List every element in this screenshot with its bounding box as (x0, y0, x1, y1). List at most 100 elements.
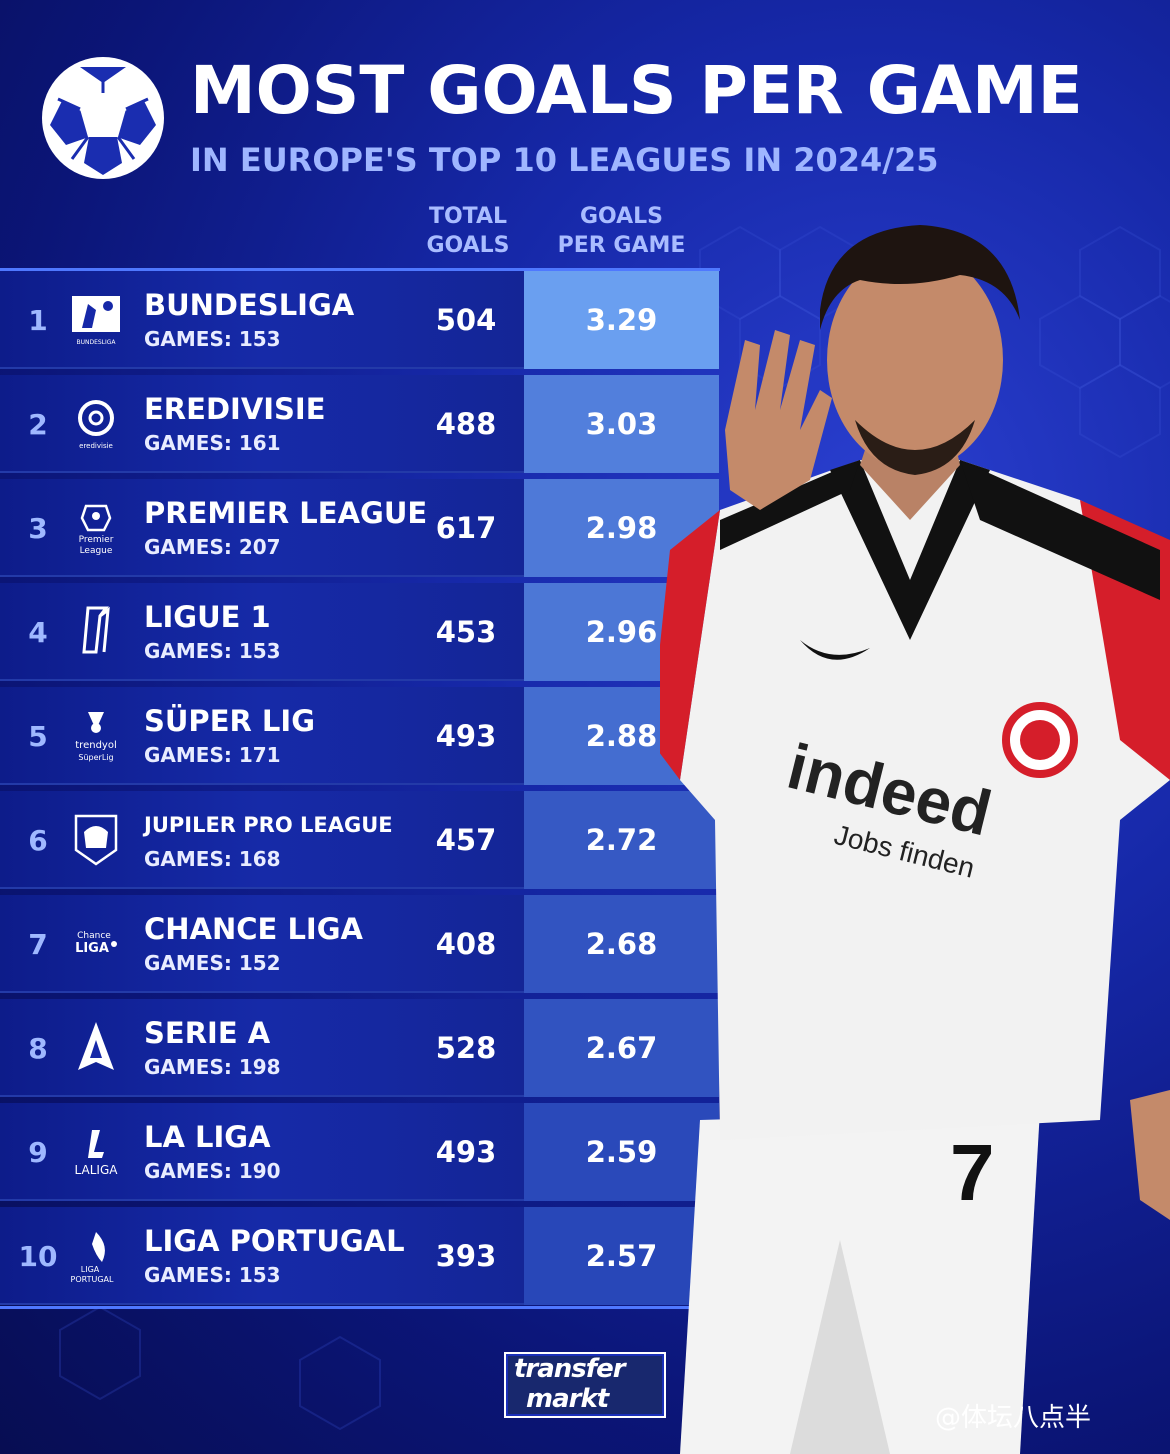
transfermarkt-logo: transfer markt (504, 1352, 666, 1418)
league-badge-icon: trendyol SüperLig (66, 706, 126, 766)
league-badge-icon: BUNDESLIGA (66, 290, 126, 350)
league-name: LA LIGA (144, 1120, 271, 1154)
total-goals-value: 457 (435, 823, 497, 857)
row-background (0, 375, 524, 473)
total-goals-value: 493 (435, 1135, 497, 1169)
total-goals-value: 504 (435, 303, 497, 337)
svg-text:League: League (80, 546, 113, 556)
games-count: GAMES: 161 (144, 431, 281, 455)
rank-number: 4 (28, 615, 48, 649)
row-background (0, 895, 524, 993)
games-count: GAMES: 153 (144, 1263, 281, 1287)
league-name: EREDIVISIE (144, 392, 326, 426)
rank-number: 8 (28, 1031, 48, 1065)
rank-number: 1 (28, 303, 48, 337)
league-name: LIGUE 1 (144, 600, 271, 634)
games-count: GAMES: 171 (144, 743, 281, 767)
svg-text:LIGA: LIGA (81, 1265, 100, 1274)
goals-per-game-value: 2.68 (524, 895, 719, 993)
league-badge-icon (66, 810, 126, 870)
league-badge-icon: LALIGA (66, 1122, 126, 1182)
shirt-number: 7 (950, 1128, 995, 1217)
league-badge-icon: eredivisie (66, 394, 126, 454)
column-header-total-goals: TOTAL GOALS (408, 202, 528, 260)
goals-per-game-value: 2.59 (524, 1103, 719, 1201)
column-header-line: GOALS (579, 204, 664, 229)
league-badge-icon: Chance LIGA (66, 914, 126, 974)
page-subtitle: IN EUROPE'S TOP 10 LEAGUES IN 2024/25 (190, 141, 939, 179)
games-count: GAMES: 190 (144, 1159, 281, 1183)
league-badge-icon: Premier League (66, 498, 126, 558)
total-goals-value: 408 (435, 927, 497, 961)
svg-text:Chance: Chance (77, 931, 111, 941)
league-name: JUPILER PRO LEAGUE (144, 813, 393, 837)
rank-number: 10 (18, 1239, 58, 1273)
svg-text:LALIGA: LALIGA (75, 1163, 119, 1177)
total-goals-value: 493 (435, 719, 497, 753)
rank-number: 3 (28, 511, 48, 545)
table-row: 6 JUPILER PRO LEAGUE GAMES: 168 457 2.72 (0, 791, 720, 889)
player-illustration: indeed Jobs finden 7 (660, 225, 1170, 1454)
games-count: GAMES: 198 (144, 1055, 281, 1079)
column-header-line: GOALS (426, 233, 510, 258)
league-name: LIGA PORTUGAL (144, 1224, 405, 1258)
row-background (0, 1103, 524, 1201)
rank-number: 5 (28, 719, 48, 753)
games-count: GAMES: 153 (144, 639, 281, 663)
svg-text:BUNDESLIGA: BUNDESLIGA (76, 339, 116, 346)
total-goals-value: 488 (435, 407, 497, 441)
games-count: GAMES: 153 (144, 327, 281, 351)
svg-text:SüperLig: SüperLig (78, 753, 113, 762)
column-header-line: TOTAL (428, 204, 508, 229)
table-row: 3 Premier League PREMIER LEAGUE GAMES: 207 61… (0, 479, 720, 577)
games-count: GAMES: 207 (144, 535, 281, 559)
goals-per-game-value: 2.57 (524, 1207, 719, 1305)
games-count: GAMES: 168 (144, 847, 281, 871)
goals-per-game-value: 3.29 (524, 271, 719, 369)
table-row: 2 eredivisie EREDIVISIE GAMES: 161 488 3.03 (0, 375, 720, 473)
column-header-goals-per-game: GOALS PER GAME (524, 202, 719, 260)
rank-number: 2 (28, 407, 48, 441)
rank-number: 7 (28, 927, 48, 961)
column-header-line: PER GAME (557, 233, 686, 258)
league-name: SERIE A (144, 1016, 271, 1050)
table-row: 9 LALIGA LA LIGA GAMES: 190 493 2.59 (0, 1103, 720, 1201)
table-bottom-border (0, 1306, 720, 1309)
table-row: 1 BUNDESLIGA BUNDESLIGA GAMES: 153 504 3.29 (0, 271, 720, 369)
league-name: SÜPER LIG (144, 704, 315, 738)
league-name: BUNDESLIGA (144, 288, 355, 322)
league-badge-icon: LIGA PORTUGAL (66, 1226, 126, 1286)
football-icon (42, 57, 164, 179)
svg-text:PORTUGAL: PORTUGAL (71, 1275, 115, 1284)
table-row: 8 SERIE A GAMES: 198 528 2.67 (0, 999, 720, 1097)
svg-text:Premier: Premier (79, 535, 114, 545)
goals-per-game-value: 2.72 (524, 791, 719, 889)
table-row: 7 Chance LIGA CHANCE LIGA GAMES: 152 408 2.68 (0, 895, 720, 993)
svg-text:trendyol: trendyol (75, 740, 116, 751)
league-badge-icon (66, 1018, 126, 1078)
brand-line1: transfer (514, 1354, 626, 1384)
brand-line2: markt (526, 1384, 609, 1414)
total-goals-value: 528 (435, 1031, 497, 1065)
total-goals-value: 393 (435, 1239, 497, 1273)
league-badge-icon (66, 602, 126, 662)
total-goals-value: 453 (435, 615, 497, 649)
goals-per-game-value: 2.67 (524, 999, 719, 1097)
watermark-text: @体坛八点半 (935, 1403, 1092, 1433)
row-background (0, 1207, 524, 1305)
table-row: 4 LIGUE 1 GAMES: 153 453 2.96 (0, 583, 720, 681)
row-background (0, 687, 524, 785)
rank-number: 9 (28, 1135, 48, 1169)
row-background (0, 583, 524, 681)
table-top-border (0, 268, 720, 271)
goals-per-game-value: 3.03 (524, 375, 719, 473)
total-goals-value: 617 (435, 511, 497, 545)
transfermarkt-logo-frame (504, 1352, 666, 1418)
league-name: CHANCE LIGA (144, 912, 363, 946)
games-count: GAMES: 152 (144, 951, 281, 975)
svg-text:LIGA: LIGA (75, 941, 109, 956)
table-row: 10 LIGA PORTUGAL LIGA PORTUGAL GAMES: 153 393… (0, 1207, 720, 1305)
svg-text:eredivisie: eredivisie (79, 442, 113, 450)
rank-number: 6 (28, 823, 48, 857)
